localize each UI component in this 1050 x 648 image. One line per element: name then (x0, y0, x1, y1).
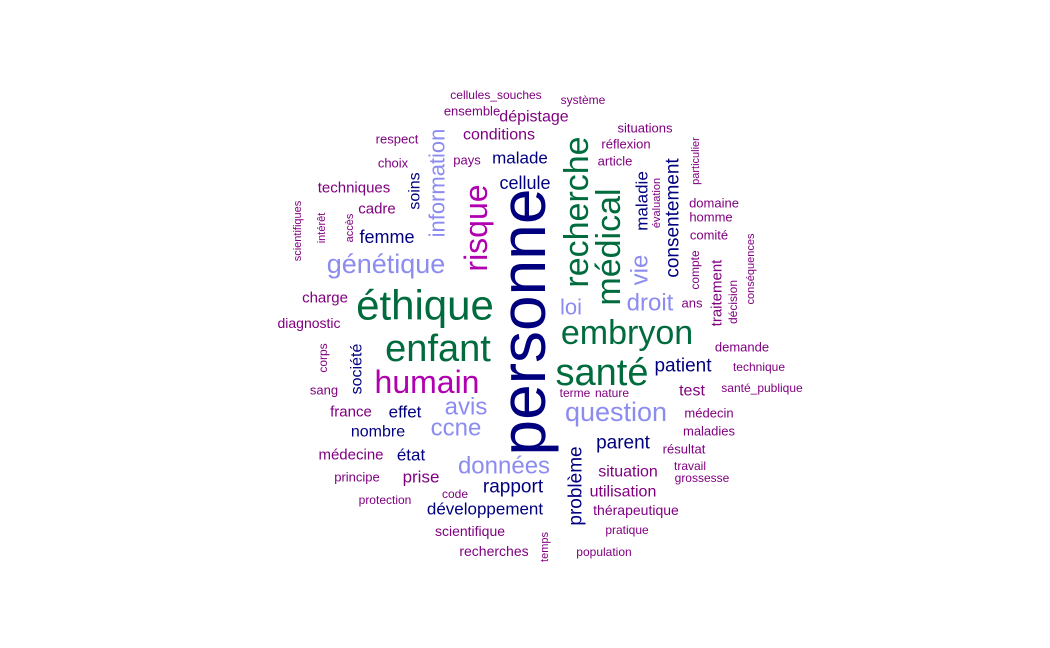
word-maladies: maladies (683, 424, 736, 439)
word-grossesse: grossesse (675, 471, 730, 485)
word-medical: médical (590, 188, 628, 305)
word-protection: protection (359, 493, 412, 507)
word-nombre: nombre (351, 424, 405, 441)
word-travail: travail (674, 459, 706, 473)
word-interet: intérêt (316, 213, 328, 244)
word-therapeutique: thérapeutique (593, 502, 679, 518)
word-pays: pays (453, 153, 481, 168)
word-scientifique: scientifique (435, 523, 505, 539)
word-scientifiques: scientifiques (292, 200, 304, 261)
word-temps: temps (539, 532, 551, 562)
word-utilisation: utilisation (590, 484, 657, 501)
word-humain: humain (375, 364, 480, 400)
word-consequences: conséquences (745, 233, 757, 304)
word-enfant: enfant (385, 328, 491, 370)
word-homme: homme (689, 210, 732, 225)
word-situation: situation (598, 464, 658, 481)
word-compte: compte (688, 250, 702, 290)
word-malade: malade (492, 149, 548, 168)
word-techniques: techniques (318, 180, 391, 197)
word-code: code (442, 487, 468, 501)
word-conditions: conditions (463, 127, 535, 144)
word-technique: technique (733, 360, 785, 374)
word-sante-publique: santé_publique (721, 381, 803, 395)
word-patient: patient (654, 356, 712, 377)
word-loi: loi (560, 295, 582, 320)
word-societe: société (349, 344, 366, 395)
word-evaluation: évaluation (651, 178, 663, 228)
word-test: test (679, 383, 705, 400)
word-charge: charge (302, 290, 348, 307)
word-parent: parent (596, 433, 651, 454)
word-femme: femme (359, 227, 414, 247)
word-etat: état (397, 446, 426, 465)
word-consentement: consentement (663, 158, 684, 278)
word-france: france (330, 404, 372, 421)
word-probleme: problème (566, 446, 587, 525)
word-article: article (598, 154, 633, 169)
word-cadre: cadre (358, 201, 396, 218)
word-particulier: particulier (690, 137, 702, 185)
word-resultat: résultat (663, 442, 706, 457)
word-prise: prise (403, 468, 440, 487)
word-avis: avis (445, 394, 488, 421)
word-pratique: pratique (605, 523, 649, 537)
word-cellule: cellule (499, 173, 550, 193)
word-sante: santé (556, 352, 649, 394)
word-nature: nature (595, 386, 629, 400)
word-population: population (576, 545, 631, 559)
word-donnees: données (458, 453, 550, 480)
word-domaine: domaine (689, 196, 739, 211)
word-reflexion: réflexion (601, 137, 650, 152)
word-rapport: rapport (483, 477, 544, 498)
word-sang: sang (310, 383, 338, 398)
word-soins: soins (407, 172, 424, 209)
word-demande: demande (715, 340, 769, 355)
word-situations: situations (618, 121, 673, 136)
word-vie: vie (627, 255, 654, 286)
word-information: information (425, 129, 450, 238)
word-droit: droit (627, 290, 674, 317)
word-recherches: recherches (459, 543, 528, 559)
word-medecine: médecine (318, 447, 383, 464)
word-question: question (565, 397, 667, 427)
word-risque: risque (458, 184, 494, 271)
word-recherche: recherche (558, 136, 596, 287)
word-ans: ans (682, 296, 703, 311)
word-developpement: développement (427, 500, 544, 519)
word-depistage: dépistage (499, 109, 568, 126)
word-systeme: système (561, 93, 606, 107)
word-personne: personne (487, 189, 559, 456)
word-traitement: traitement (709, 259, 726, 327)
word-maladie: maladie (633, 171, 652, 231)
word-principe: principe (334, 470, 380, 485)
word-acces: accès (344, 213, 356, 242)
word-ensemble: ensemble (444, 104, 500, 119)
word-terme: terme (560, 386, 591, 400)
word-genetique: génétique (327, 249, 446, 279)
word-respect: respect (376, 132, 419, 147)
word-decision: décision (726, 280, 740, 324)
word-ethique: éthique (356, 282, 494, 329)
word-choix: choix (378, 156, 409, 171)
word-cellules-souches: cellules_souches (450, 88, 541, 102)
word-embryon: embryon (561, 314, 693, 352)
word-comite: comité (690, 228, 728, 243)
word-effet: effet (389, 403, 422, 422)
word-medecin: médecin (684, 406, 733, 421)
word-corps: corps (316, 343, 330, 372)
word-diagnostic: diagnostic (277, 315, 340, 331)
word-ccne: ccne (431, 415, 482, 442)
